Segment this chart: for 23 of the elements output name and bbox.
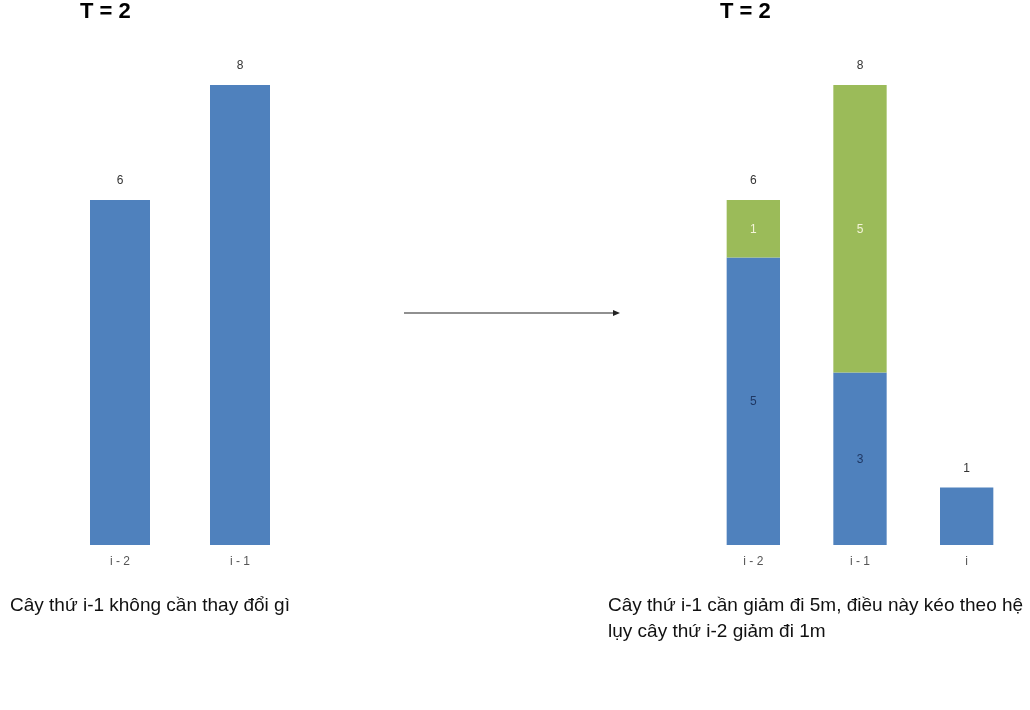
x-tick-label: i - 2: [743, 553, 764, 568]
x-tick-label: i - 1: [229, 553, 251, 568]
x-tick-label: i: [965, 553, 968, 568]
data-label: 3: [856, 451, 864, 466]
chart-title: T = 2: [80, 0, 131, 23]
bar: [833, 85, 887, 373]
data-label: 5: [749, 394, 757, 409]
x-tick-label: i - 2: [109, 553, 131, 568]
bar: [833, 372, 887, 545]
data-label: 5: [856, 221, 864, 236]
total-label: 8: [856, 58, 864, 72]
text: Cây thứ i-1 không cần thay đổi gì: [10, 593, 291, 617]
chart-title: T = 2: [720, 0, 771, 23]
text: Cây thứ i-1 cần giảm đi 5m, điều này kéo theo hệ lụy cây thứ i-2 giảm đi 1m: [608, 593, 1025, 643]
total-label: 1: [963, 460, 971, 475]
bar: [940, 487, 994, 545]
data-label: 8: [236, 58, 244, 72]
bar: [726, 200, 780, 258]
total-label: 6: [749, 173, 757, 187]
bar: [726, 257, 780, 545]
x-tick-label: i - 1: [849, 553, 871, 568]
data-label: 1: [749, 221, 757, 236]
data-label: 6: [116, 173, 124, 187]
